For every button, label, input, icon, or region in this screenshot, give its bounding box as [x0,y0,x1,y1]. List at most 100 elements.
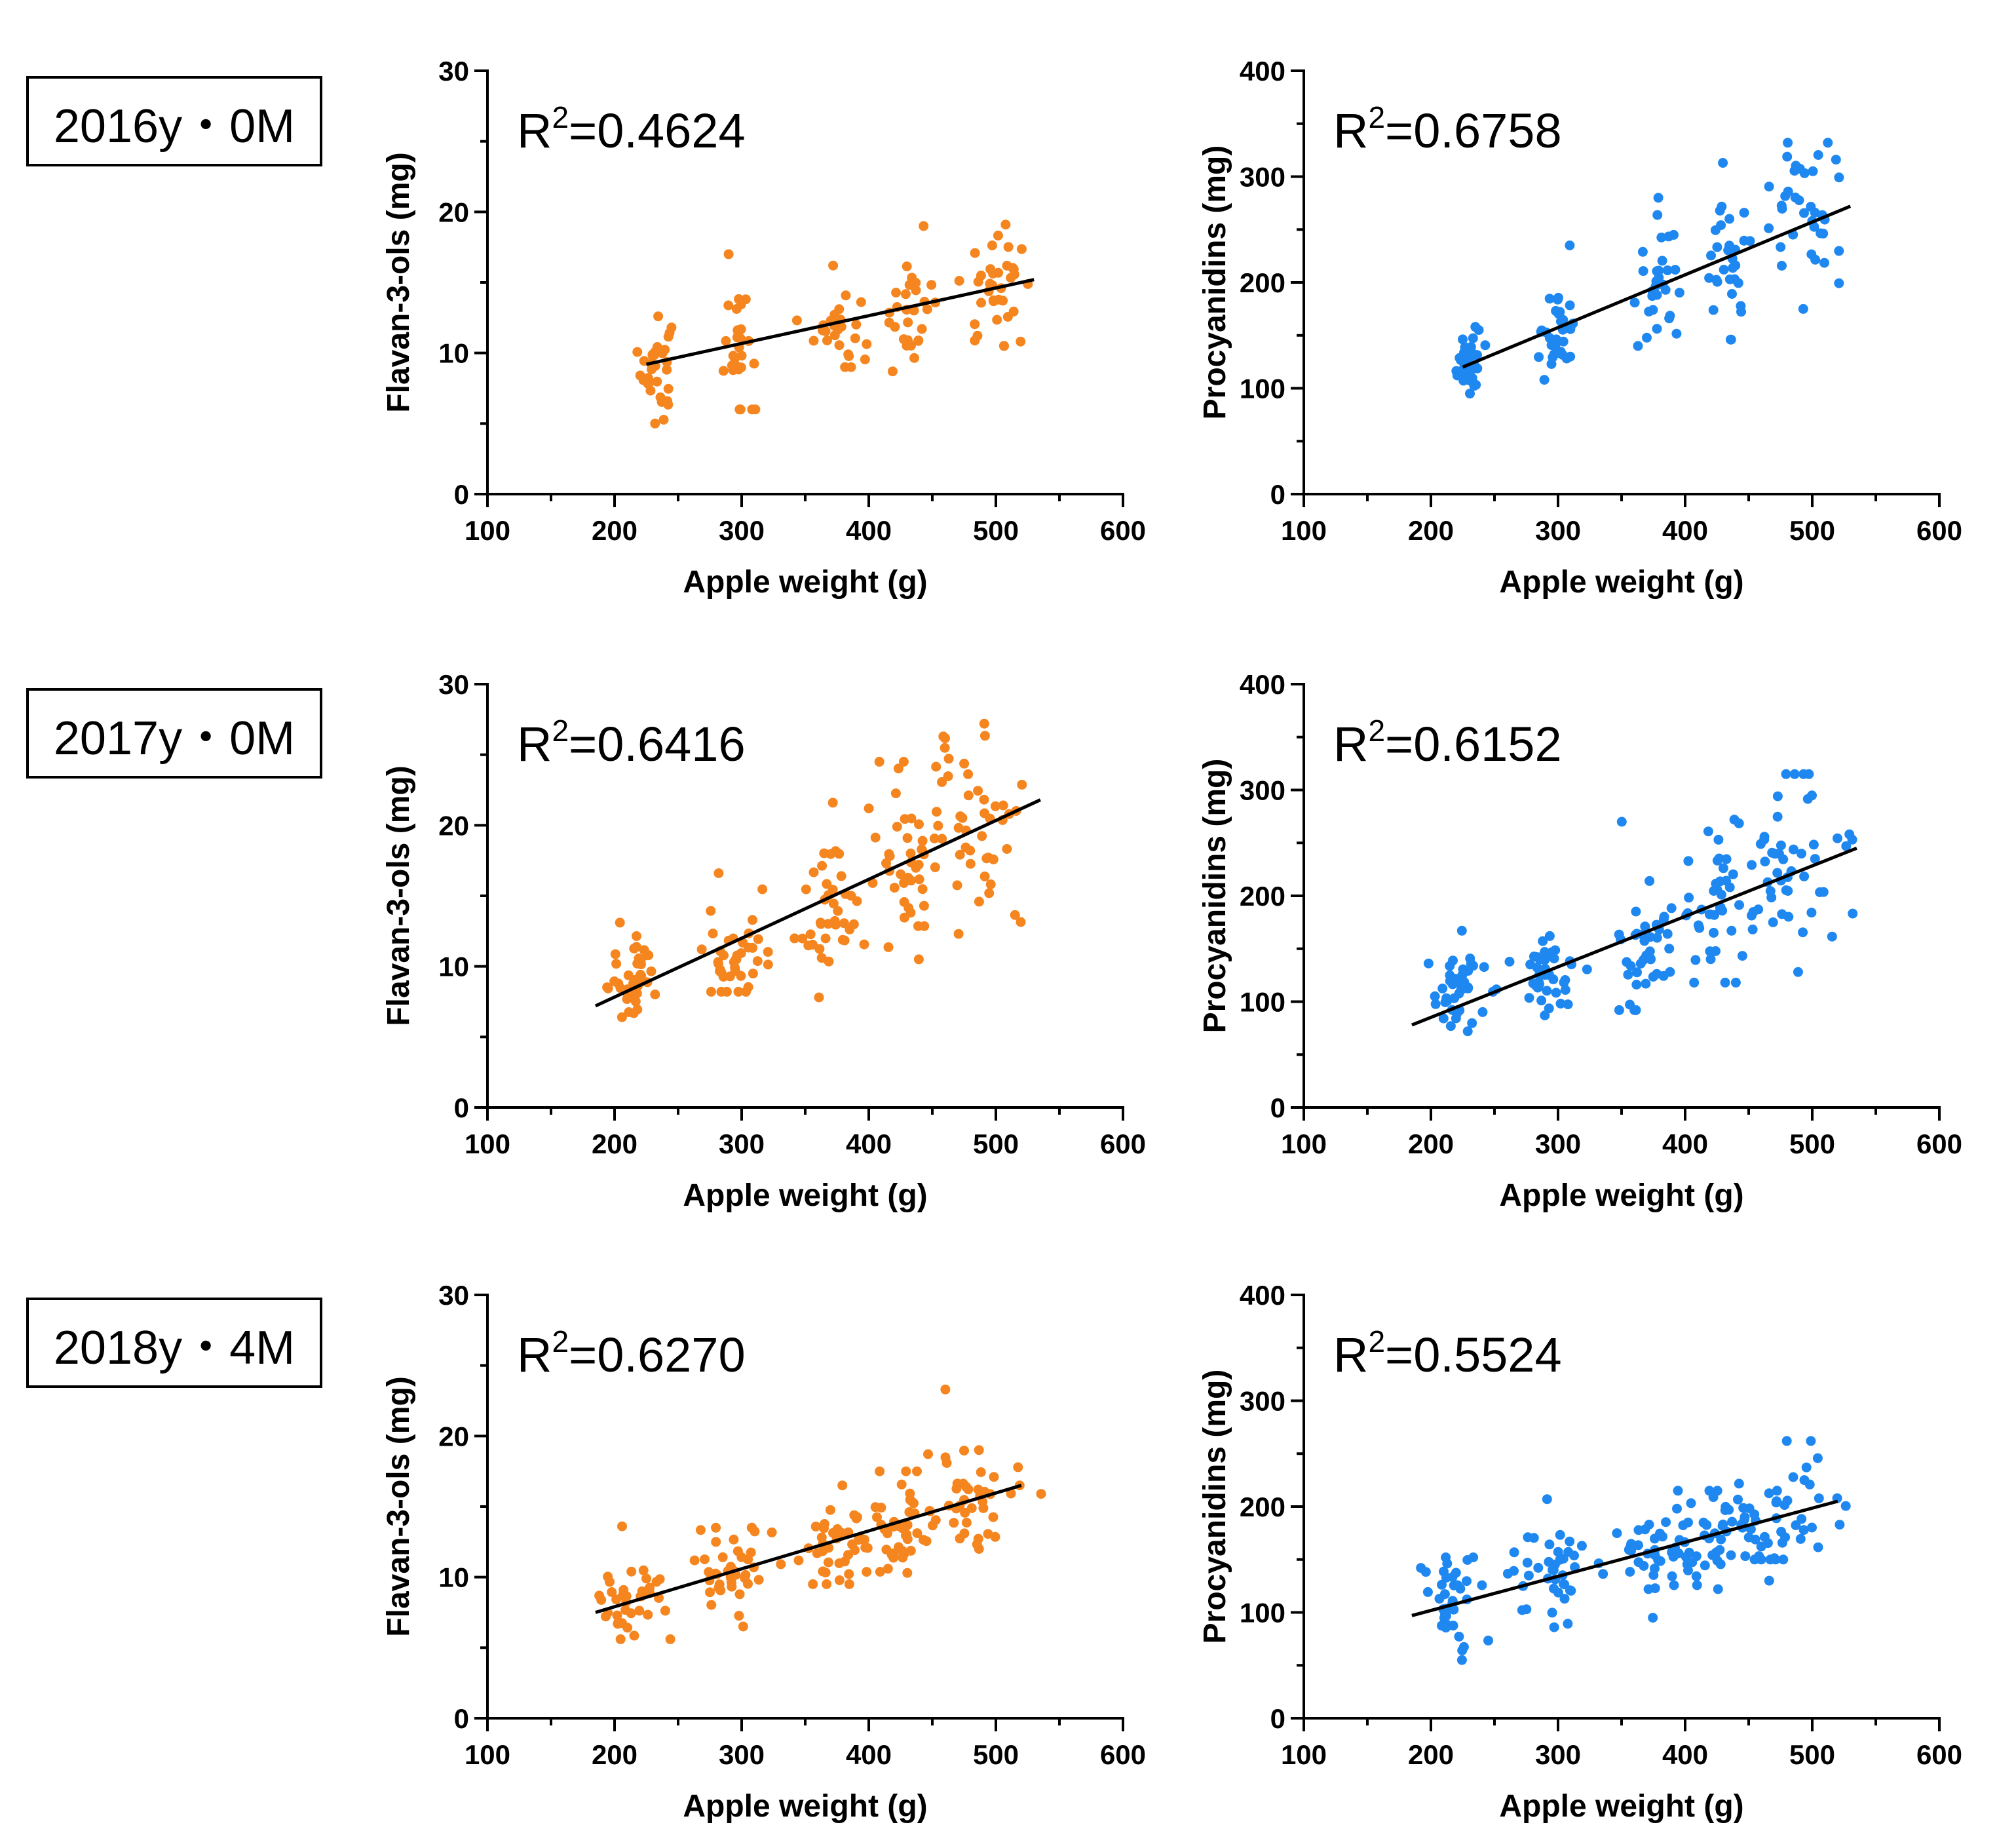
data-point [1477,1580,1487,1590]
x-tick-label: 200 [592,1739,637,1770]
data-point [1655,1528,1665,1539]
data-point [1463,983,1473,993]
data-point [1474,325,1484,336]
data-point [1466,345,1476,356]
data-point [728,351,738,361]
y-tick-label: 200 [1240,881,1285,912]
r-squared-prefix: R [517,1328,552,1382]
data-point [717,1552,728,1562]
data-point [1624,1545,1634,1555]
data-point [823,1557,833,1568]
data-point [1549,1583,1559,1594]
data-point [1782,1495,1793,1506]
r-squared-label: R2=0.6758 [1333,100,1562,158]
data-point [623,970,634,980]
data-point [1430,999,1441,1009]
data-point [1790,192,1800,202]
data-point [1726,1550,1736,1560]
data-point [711,1537,721,1547]
data-point [1451,1013,1461,1024]
data-point [963,790,974,801]
data-point [1793,967,1803,977]
data-point [822,879,832,889]
data-point [1791,1520,1801,1530]
data-point [854,1535,864,1545]
data-point [827,798,838,808]
data-point [629,1630,639,1641]
data-point [822,1579,832,1589]
data-point [1457,970,1468,980]
y-tick-label: 0 [454,479,469,510]
data-point [1789,769,1800,779]
r-squared-label: R2=0.6416 [517,714,746,771]
data-point [1692,1580,1702,1590]
data-point [1454,988,1464,999]
data-point [914,874,924,885]
data-point [1644,1520,1654,1530]
x-axis-title: Apple weight (g) [683,565,927,600]
data-point [1734,1478,1744,1489]
data-point [652,342,662,352]
data-point [1705,909,1715,919]
data-point [1747,860,1757,870]
x-tick-label: 400 [1662,1739,1708,1770]
x-tick-label: 100 [465,1739,510,1770]
data-point [735,404,746,415]
data-point [990,1531,1000,1542]
data-point [655,1574,665,1585]
data-point [1778,854,1789,864]
data-point [695,1525,706,1535]
x-tick-label: 500 [1789,1128,1835,1159]
data-point [1705,954,1716,965]
data-point [959,1528,970,1539]
data-point [1736,307,1746,317]
y-axis-title: Procyanidins (mg) [1198,1370,1232,1644]
data-point [932,807,941,817]
data-point [998,341,1009,351]
data-point [632,931,641,941]
x-tick-label: 200 [1408,515,1454,546]
data-point [850,333,860,343]
data-point [820,933,831,944]
data-point [836,871,846,881]
x-tick-label: 300 [719,1739,765,1770]
x-tick-label: 100 [465,1128,510,1159]
data-point [1566,1585,1576,1596]
data-point [922,304,932,315]
chart-panel-1-1: 0 100 200 300 400 100 200 300 400 500 600 Apple wei… [1198,669,1962,1213]
data-point [1823,138,1833,148]
data-point [940,742,950,753]
data-point [1808,166,1818,176]
x-tick-label: 100 [1281,1739,1327,1770]
y-tick-label: 300 [1240,162,1285,193]
data-point [732,332,742,343]
data-point [974,896,984,907]
data-point [1569,1550,1579,1561]
regression-line [645,278,1035,366]
data-point [1016,336,1026,347]
data-point [1715,205,1725,216]
data-point [926,280,937,290]
data-point [767,1527,777,1537]
data-point [976,1467,986,1477]
data-point [953,822,964,833]
data-point [607,1587,617,1597]
data-point [966,1503,977,1513]
data-point [828,260,839,271]
data-point [867,877,878,888]
data-point [979,718,989,729]
y-tick-label: 100 [1240,1598,1285,1628]
data-point [1422,1587,1433,1597]
data-point [1781,769,1791,779]
data-point [1814,1493,1824,1503]
y-tick-label: 200 [1240,1492,1285,1522]
data-point [1662,929,1673,939]
data-point [919,221,929,231]
data-point [905,848,916,858]
data-point [823,919,833,929]
data-point [955,849,965,860]
r-squared-prefix: R [517,717,552,771]
data-point [1713,1584,1723,1594]
x-tick-label: 600 [1916,1739,1962,1770]
data-point [919,900,929,911]
